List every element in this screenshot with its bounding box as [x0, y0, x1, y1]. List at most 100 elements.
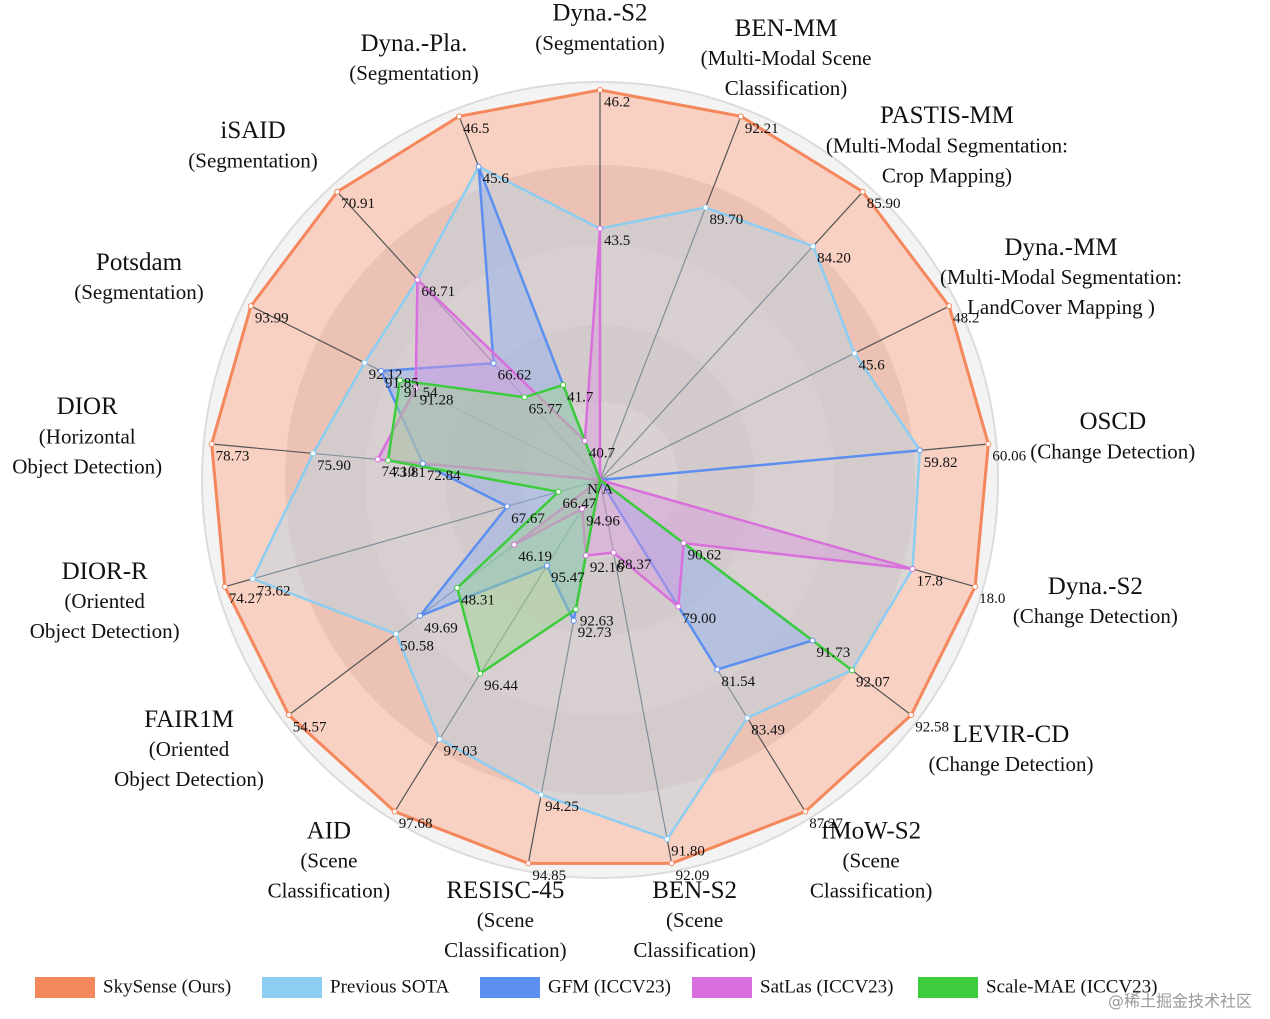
- axis-label: (Multi-Modal Scene: [701, 46, 872, 70]
- value-label: 78.73: [216, 448, 250, 464]
- value-label: 96.44: [484, 678, 518, 694]
- value-label: 59.82: [924, 455, 958, 471]
- spoke: [224, 479, 601, 588]
- watermark: @稀土掘金技术社区: [1108, 992, 1252, 1011]
- axis-label: (Segmentation): [188, 148, 317, 172]
- value-label: 92.09: [676, 868, 710, 884]
- point: [525, 860, 532, 867]
- point: [247, 303, 254, 310]
- point: [572, 606, 579, 613]
- legend-swatch: [692, 977, 752, 998]
- value-label: 81.54: [721, 674, 755, 690]
- axis-label: Potsdam: [96, 249, 183, 276]
- point: [909, 565, 916, 572]
- spoke: [599, 305, 950, 481]
- point: [714, 666, 721, 673]
- axis-label: DIOR: [57, 393, 118, 420]
- value-label: 97.68: [399, 816, 433, 832]
- legend-swatch: [918, 977, 978, 998]
- point: [378, 367, 385, 374]
- spoke: [599, 116, 742, 481]
- value-label: 45.6: [859, 358, 886, 374]
- axis-label: (Multi-Modal Segmentation:: [940, 265, 1182, 289]
- axis-label: (Change Detection): [928, 752, 1093, 776]
- point: [490, 360, 497, 367]
- axis-label: (Oriented: [149, 737, 230, 761]
- value-label: 48.31: [461, 592, 495, 608]
- point: [570, 617, 577, 624]
- point: [456, 113, 463, 120]
- axis-label: Dyna.-S2: [1048, 573, 1143, 600]
- axis-label: BEN-MM: [735, 15, 838, 42]
- legend-label: SatLas (ICCV23): [760, 976, 894, 997]
- point: [221, 583, 228, 590]
- axis-label: Classification): [268, 878, 390, 902]
- spoke: [599, 479, 673, 864]
- axis-label: Classification): [810, 878, 932, 902]
- legend-swatch: [480, 977, 540, 998]
- value-label: 87.27: [809, 816, 843, 832]
- point: [543, 562, 550, 569]
- point: [859, 188, 866, 195]
- point: [361, 359, 368, 366]
- value-label: 65.77: [529, 402, 563, 418]
- point: [285, 712, 292, 719]
- value-label: 43.5: [604, 233, 630, 249]
- point: [737, 113, 744, 120]
- value-label: 91.54: [404, 385, 438, 401]
- value-label: 17.8: [917, 573, 943, 589]
- value-label: 45.6: [483, 171, 510, 187]
- axis-label: fMoW-S2: [821, 817, 921, 844]
- value-label: 79.00: [682, 611, 716, 627]
- value-label: 91.85: [385, 375, 419, 391]
- point: [802, 808, 809, 815]
- point: [582, 552, 589, 559]
- spoke: [599, 191, 864, 481]
- point: [208, 441, 215, 448]
- point: [412, 385, 419, 392]
- point: [916, 447, 923, 454]
- axis-label: (Oriented: [64, 589, 145, 613]
- value-label: 91.73: [817, 645, 851, 661]
- series-area: [386, 378, 853, 676]
- point: [680, 540, 687, 547]
- point: [417, 612, 424, 619]
- axis-label: Dyna.-S2: [552, 0, 647, 27]
- point: [668, 860, 675, 867]
- point: [581, 437, 588, 444]
- point: [436, 736, 443, 743]
- point: [851, 350, 858, 357]
- legend-swatch: [262, 977, 322, 998]
- value-label: 74.27: [229, 591, 263, 607]
- point: [477, 670, 484, 677]
- value-label: 95.47: [551, 570, 585, 586]
- value-label: 85.90: [867, 196, 901, 212]
- point: [560, 381, 567, 388]
- point: [810, 243, 817, 250]
- value-label: 92.12: [369, 367, 403, 383]
- point: [414, 276, 421, 283]
- axis-label: Object Detection): [114, 767, 264, 791]
- axis-label: BEN-S2: [652, 877, 737, 904]
- value-label: 48.2: [953, 311, 979, 327]
- value-label: 60.06: [992, 448, 1026, 464]
- value-label: 66.47: [563, 496, 597, 512]
- point: [391, 808, 398, 815]
- axis-label: Dyna.-MM: [1004, 234, 1117, 261]
- value-label: 93.99: [255, 311, 289, 327]
- spoke: [394, 479, 601, 812]
- value-label: 97.03: [443, 744, 477, 760]
- legend-label: SkySense (Ours): [103, 976, 231, 997]
- legend-label: GFM (ICCV23): [548, 976, 671, 997]
- value-label: 91.80: [671, 844, 705, 860]
- axis-label: (Segmentation): [349, 61, 478, 85]
- point: [538, 791, 545, 798]
- axis-label: Crop Mapping): [882, 163, 1012, 187]
- axis-label: Classification): [633, 938, 755, 962]
- value-label: 46.2: [604, 94, 630, 110]
- value-label: 83.49: [751, 722, 785, 738]
- point: [504, 503, 511, 510]
- value-label: 84.20: [817, 251, 851, 267]
- value-label: 46.5: [463, 121, 489, 137]
